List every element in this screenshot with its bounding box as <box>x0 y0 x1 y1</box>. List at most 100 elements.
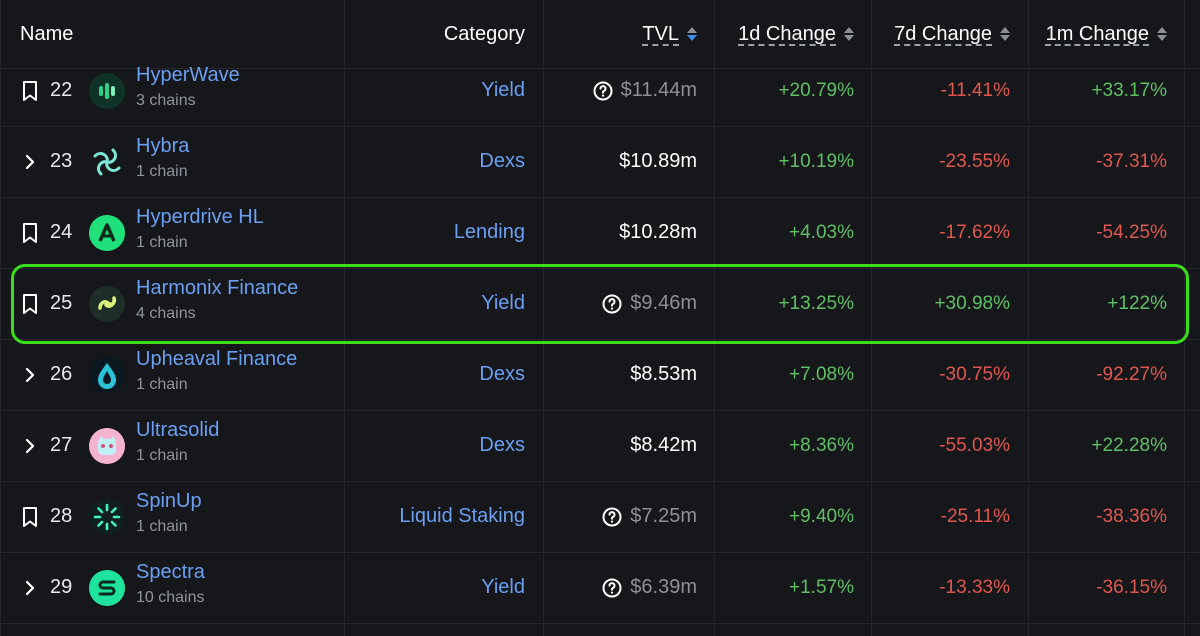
question-circle-icon[interactable] <box>602 507 622 527</box>
bookmark-icon[interactable] <box>18 197 42 268</box>
table-row[interactable]: 27 Ultrasolid 1 chain Dexs $8.42m +8.36%… <box>0 410 1200 481</box>
table-row[interactable]: 29 Spectra 10 chains Yield $6.39m +1.57%… <box>0 552 1200 623</box>
tvl-value: $10.28m <box>619 221 697 243</box>
tvl-value: $6.39m <box>630 576 697 598</box>
category-link[interactable]: Dexs <box>479 150 525 172</box>
tvl-value: $7.25m <box>630 505 697 527</box>
spectra-logo-icon <box>89 570 125 606</box>
category-link[interactable]: Lending <box>453 221 525 243</box>
category-link[interactable]: Yield <box>481 576 525 598</box>
tvl-cell: $8.42m <box>630 410 697 481</box>
chevron-right-icon[interactable] <box>18 410 42 481</box>
change-1d: +10.19% <box>778 150 854 172</box>
change-1d: +13.25% <box>778 292 854 314</box>
rank: 28 <box>50 505 73 527</box>
change-7d: -11.41% <box>940 79 1010 101</box>
rank: 23 <box>50 150 73 172</box>
tvl-cell: $8.53m <box>630 339 697 410</box>
question-circle-icon[interactable] <box>602 294 622 314</box>
hybra-logo-icon <box>89 144 125 180</box>
header-name: Name <box>20 22 74 45</box>
tvl-cell: $10.89m <box>619 126 697 197</box>
change-1d: +20.79% <box>778 79 854 101</box>
chevron-right-icon[interactable] <box>18 552 42 623</box>
rank: 22 <box>50 79 73 101</box>
chains-count[interactable]: 1 chain <box>136 163 188 180</box>
change-1d: +8.36% <box>789 434 854 456</box>
header-1m-change-label: 1m Change <box>1045 22 1149 45</box>
change-7d: -13.33% <box>939 576 1010 598</box>
change-1m: +22.28% <box>1091 434 1167 456</box>
question-circle-icon[interactable] <box>602 578 622 598</box>
harmonix-logo-icon <box>89 286 125 322</box>
bookmark-icon[interactable] <box>18 55 42 126</box>
protocol-name-link[interactable]: Hyperdrive HL <box>136 206 264 228</box>
change-1m: -36.15% <box>1096 576 1167 598</box>
protocol-name-link[interactable]: SpinUp <box>136 490 202 512</box>
header-category: Category <box>443 22 525 45</box>
header-1d-change-label: 1d Change <box>738 22 836 45</box>
category-link[interactable]: Yield <box>481 79 525 101</box>
table-row[interactable]: 24 Hyperdrive HL 1 chain Lending $10.28m… <box>0 197 1200 268</box>
protocol-name-link[interactable]: Ultrasolid <box>136 419 220 441</box>
tvl-value: $9.46m <box>630 292 697 314</box>
chains-count[interactable]: 3 chains <box>136 92 196 109</box>
category-link[interactable]: Liquid Staking <box>399 505 525 527</box>
protocol-name-link[interactable]: HyperWave <box>136 64 240 86</box>
change-1m: -37.31% <box>1096 150 1167 172</box>
change-1d: +9.40% <box>789 505 854 527</box>
change-7d: -23.55% <box>939 150 1010 172</box>
bookmark-icon[interactable] <box>18 268 42 339</box>
table-row[interactable]: 28 SpinUp 1 chain Liquid Staking $7.25m … <box>0 481 1200 552</box>
tvl-value: $8.42m <box>630 434 697 456</box>
rank: 27 <box>50 434 73 456</box>
change-7d: -55.03% <box>939 434 1010 456</box>
tvl-cell: $6.39m <box>602 552 697 623</box>
change-7d: -30.75% <box>939 363 1010 385</box>
change-1m: +122% <box>1107 292 1167 314</box>
category-link[interactable]: Dexs <box>479 434 525 456</box>
chains-count[interactable]: 10 chains <box>136 589 205 606</box>
change-1m: -54.25% <box>1096 221 1167 243</box>
upheaval-logo-icon <box>89 357 125 393</box>
protocol-name-link[interactable]: Hybra <box>136 135 190 157</box>
tvl-cell: $9.46m <box>602 268 697 339</box>
tvl-cell: $11.44m <box>593 55 697 126</box>
rank: 29 <box>50 576 73 598</box>
chains-count[interactable]: 1 chain <box>136 518 188 535</box>
change-1m: -38.36% <box>1096 505 1167 527</box>
table-row[interactable]: 26 Upheaval Finance 1 chain Dexs $8.53m … <box>0 339 1200 410</box>
header-7d-change[interactable]: 7d Change <box>894 0 1010 68</box>
change-7d: -25.11% <box>940 505 1010 527</box>
table-row[interactable]: 22 HyperWave 3 chains Yield $11.44m +20.… <box>0 55 1200 126</box>
chains-count[interactable]: 1 chain <box>136 376 188 393</box>
bookmark-icon[interactable] <box>18 481 42 552</box>
highlight-outline <box>11 264 1189 344</box>
tvl-value: $11.44m <box>620 79 697 101</box>
header-tvl-label: TVL <box>642 22 679 45</box>
protocol-name-link[interactable]: Harmonix Finance <box>136 277 299 299</box>
question-circle-icon[interactable] <box>593 81 613 101</box>
change-1d: +7.08% <box>789 363 854 385</box>
category-link[interactable]: Yield <box>481 292 525 314</box>
chains-count[interactable]: 1 chain <box>136 234 188 251</box>
hyperdrive-logo-icon <box>89 215 125 251</box>
category-link[interactable]: Dexs <box>479 363 525 385</box>
chains-count[interactable]: 4 chains <box>136 305 196 322</box>
header-1m-change[interactable]: 1m Change <box>1046 0 1167 68</box>
protocol-name-link[interactable]: Upheaval Finance <box>136 348 298 370</box>
tvl-cell: $7.25m <box>602 481 697 552</box>
tvl-value: $8.53m <box>630 363 697 385</box>
chevron-right-icon[interactable] <box>18 339 42 410</box>
chevron-right-icon[interactable] <box>18 126 42 197</box>
change-7d: -17.62% <box>939 221 1010 243</box>
chains-count[interactable]: 1 chain <box>136 447 188 464</box>
spinup-logo-icon <box>89 499 125 535</box>
protocol-name-link[interactable]: Spectra <box>136 561 205 583</box>
header-tvl[interactable]: TVL <box>642 0 697 68</box>
table-row[interactable]: 23 Hybra 1 chain Dexs $10.89m +10.19% -2… <box>0 126 1200 197</box>
change-1m: -92.27% <box>1096 363 1167 385</box>
ultrasolid-logo-icon <box>89 428 125 464</box>
table-row[interactable]: 25 Harmonix Finance 4 chains Yield $9.46… <box>0 268 1200 339</box>
header-1d-change[interactable]: 1d Change <box>738 0 854 68</box>
